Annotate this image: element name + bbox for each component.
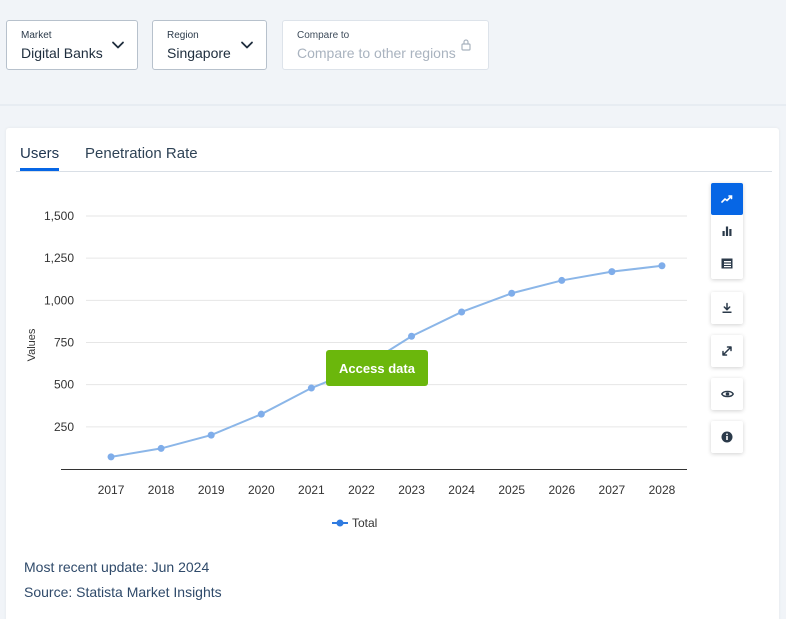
x-tick-label: 2028 bbox=[649, 483, 676, 497]
x-tick-label: 2024 bbox=[448, 483, 475, 497]
fullscreen-button[interactable] bbox=[711, 335, 743, 367]
data-point bbox=[608, 268, 616, 276]
line-chart-button[interactable] bbox=[711, 183, 743, 215]
update-note: Most recent update: Jun 2024 bbox=[24, 559, 210, 575]
bar-chart-icon bbox=[722, 226, 732, 236]
section-divider bbox=[0, 104, 786, 106]
line-chart: 250 500 750 1,000 1,250 1,500 2017 2018 2019 2020… bbox=[26, 209, 687, 497]
legend-marker-icon bbox=[332, 519, 348, 527]
tab-penetration-rate[interactable]: Penetration Rate bbox=[85, 145, 198, 162]
y-tick-label: 1,000 bbox=[44, 293, 74, 307]
x-tick-label: 2020 bbox=[248, 483, 275, 497]
eye-icon bbox=[720, 390, 734, 398]
x-tick-label: 2025 bbox=[498, 483, 525, 497]
data-point bbox=[408, 332, 416, 340]
x-tick-label: 2023 bbox=[398, 483, 425, 497]
data-point bbox=[257, 410, 265, 418]
view-switcher bbox=[711, 183, 743, 279]
download-icon bbox=[722, 302, 732, 313]
table-icon bbox=[721, 258, 733, 268]
source-note: Source: Statista Market Insights bbox=[24, 584, 222, 600]
x-tick-label: 2021 bbox=[298, 483, 325, 497]
market-value: Digital Banks bbox=[21, 45, 103, 61]
filter-bar: Market Digital Banks Region Singapore Co… bbox=[0, 0, 786, 104]
data-point bbox=[307, 384, 315, 392]
chevron-down-icon bbox=[241, 41, 253, 49]
x-tick-label: 2018 bbox=[148, 483, 175, 497]
data-point bbox=[558, 276, 566, 284]
region-value: Singapore bbox=[167, 45, 231, 61]
tab-bar: Users Penetration Rate bbox=[16, 128, 772, 172]
y-axis-label: Values bbox=[26, 328, 38, 361]
y-tick-label: 500 bbox=[54, 378, 74, 392]
fullscreen-icon bbox=[722, 346, 732, 356]
active-tab-indicator bbox=[20, 168, 59, 171]
legend-label: Total bbox=[352, 516, 378, 530]
data-point bbox=[107, 453, 115, 461]
line-chart-icon bbox=[721, 195, 733, 203]
x-tick-label: 2017 bbox=[98, 483, 125, 497]
tab-users[interactable]: Users bbox=[20, 145, 60, 162]
x-tick-label: 2019 bbox=[198, 483, 225, 497]
data-point bbox=[658, 262, 666, 270]
download-group bbox=[711, 292, 743, 324]
compare-select[interactable]: Compare to Compare to other regions bbox=[282, 20, 489, 70]
y-tick-label: 250 bbox=[54, 420, 74, 434]
fullscreen-group bbox=[711, 335, 743, 367]
y-tick-label: 750 bbox=[54, 336, 74, 350]
show-hide-button[interactable] bbox=[711, 378, 743, 410]
lock-icon bbox=[461, 39, 471, 51]
visibility-group bbox=[711, 378, 743, 410]
statistic-card: Users Penetration Rate 250 500 750 1,000 1,2… bbox=[6, 128, 779, 619]
access-data-button[interactable]: Access data bbox=[326, 350, 428, 386]
info-group bbox=[711, 421, 743, 453]
market-select[interactable]: Market Digital Banks bbox=[6, 20, 138, 70]
y-tick-label: 1,250 bbox=[44, 251, 74, 265]
info-icon bbox=[721, 431, 733, 443]
data-point bbox=[157, 444, 165, 452]
table-view-button[interactable] bbox=[711, 247, 743, 279]
info-button[interactable] bbox=[711, 421, 743, 453]
data-point bbox=[508, 289, 516, 297]
bar-chart-button[interactable] bbox=[711, 215, 743, 247]
compare-placeholder: Compare to other regions bbox=[297, 45, 456, 61]
region-select[interactable]: Region Singapore bbox=[152, 20, 267, 70]
x-tick-label: 2026 bbox=[548, 483, 575, 497]
x-tick-label: 2027 bbox=[599, 483, 626, 497]
download-button[interactable] bbox=[711, 292, 743, 324]
market-label: Market bbox=[21, 30, 52, 41]
compare-label: Compare to bbox=[297, 30, 350, 41]
legend-item-total[interactable]: Total bbox=[332, 515, 377, 531]
x-tick-label: 2022 bbox=[348, 483, 375, 497]
region-label: Region bbox=[167, 30, 199, 41]
y-tick-label: 1,500 bbox=[44, 209, 74, 223]
chevron-down-icon bbox=[112, 41, 124, 49]
data-point bbox=[458, 308, 466, 316]
data-point bbox=[207, 431, 215, 439]
